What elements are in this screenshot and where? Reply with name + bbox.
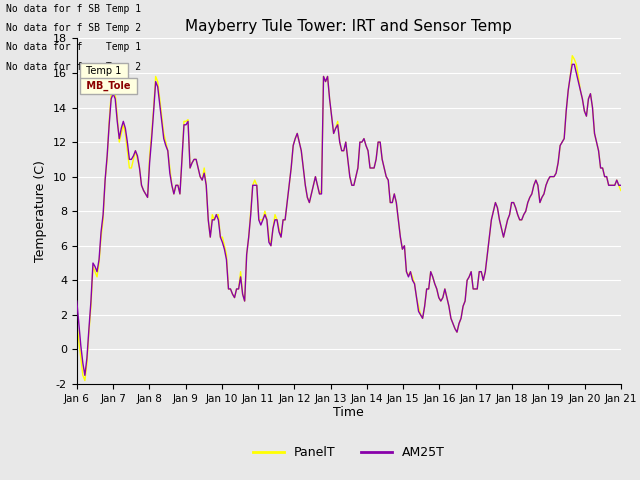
Text: No data for f SB Temp 2: No data for f SB Temp 2 [6, 23, 141, 33]
Legend: PanelT, AM25T: PanelT, AM25T [248, 441, 450, 464]
Text: Temp 1: Temp 1 [83, 66, 125, 76]
Text: No data for f SB Temp 1: No data for f SB Temp 1 [6, 4, 141, 14]
Text: MB_Tole: MB_Tole [83, 81, 134, 91]
Y-axis label: Temperature (C): Temperature (C) [35, 160, 47, 262]
Text: No data for f    Temp 2: No data for f Temp 2 [6, 61, 141, 72]
Title: Mayberry Tule Tower: IRT and Sensor Temp: Mayberry Tule Tower: IRT and Sensor Temp [186, 20, 512, 35]
X-axis label: Time: Time [333, 407, 364, 420]
Text: No data for f    Temp 1: No data for f Temp 1 [6, 42, 141, 52]
